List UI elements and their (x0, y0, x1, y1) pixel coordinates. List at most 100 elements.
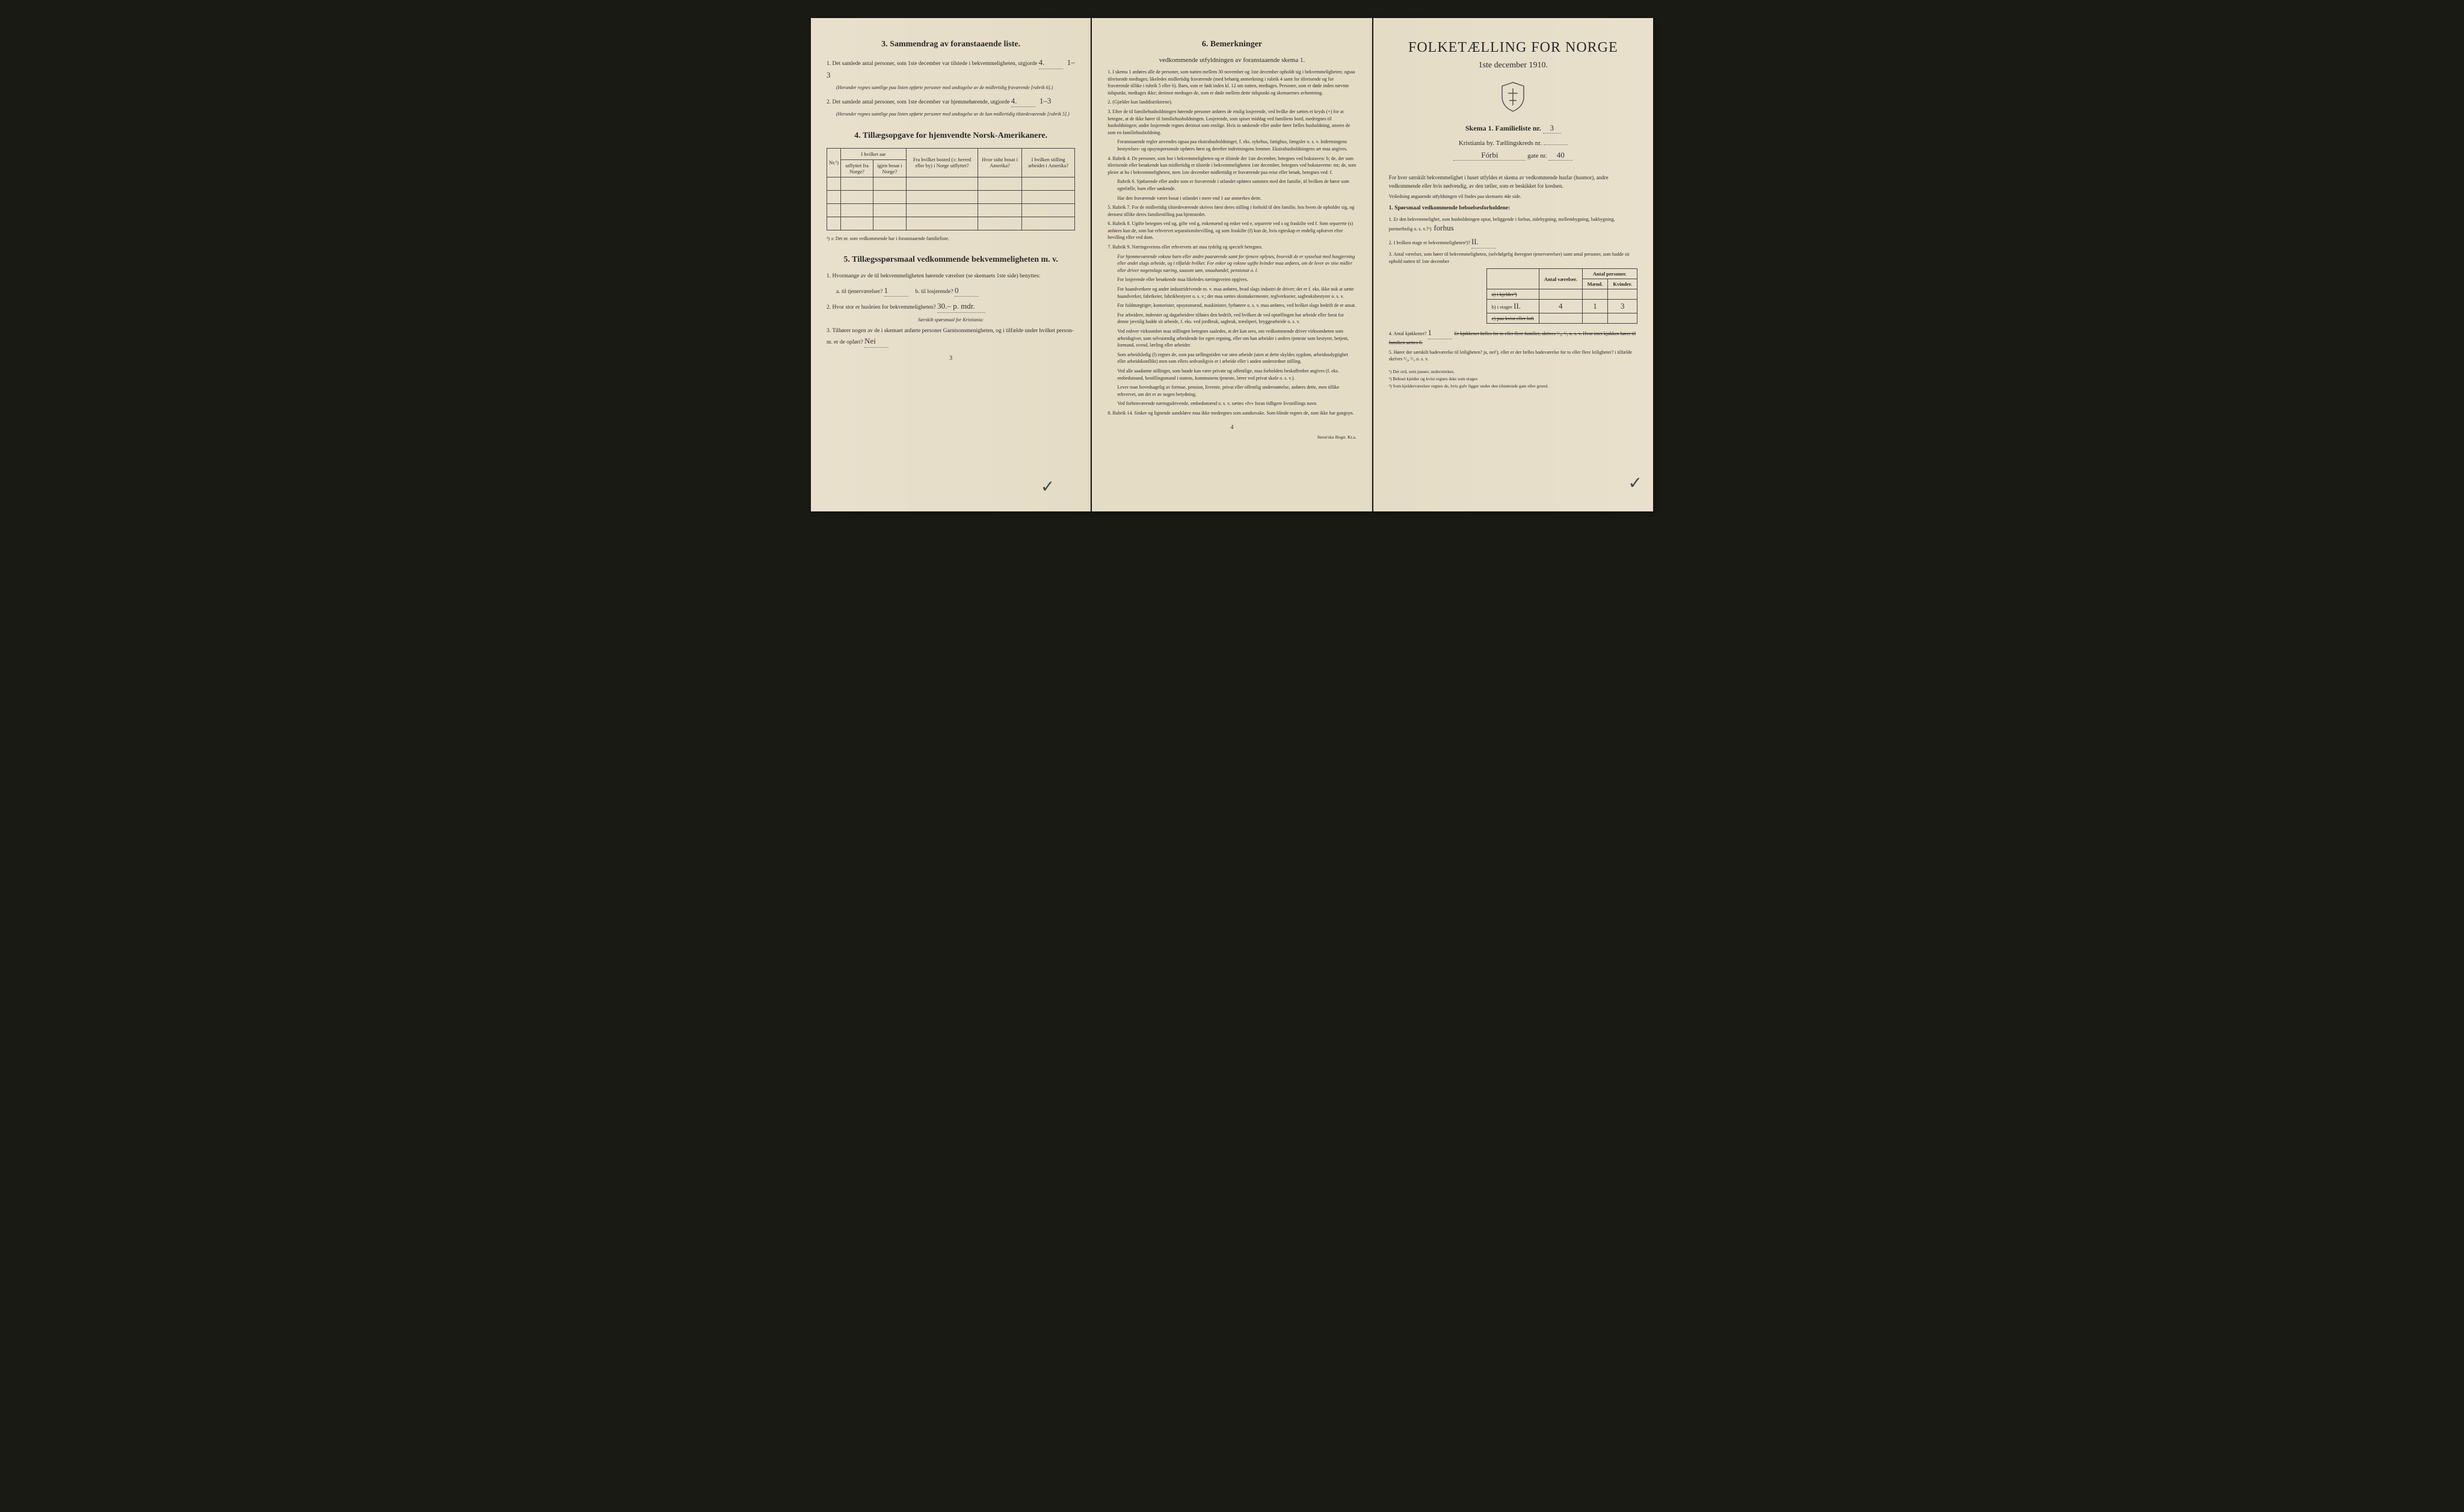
rt-h2b: Kvinder. (1608, 279, 1637, 289)
rt-row-c: c) paa kvist eller loft (1486, 313, 1539, 324)
q2-text: 2. Det samlede antal personer, som 1ste … (827, 99, 1009, 105)
gate-nr: 40 (1548, 150, 1572, 161)
t4-h3: Fra hvilket bosted (ɔ: herred eller by) … (906, 148, 978, 177)
t4-h2a: I hvilket aar (841, 148, 907, 159)
by-label: Kristiania by. Tællingskreds nr. (1459, 140, 1542, 147)
q5-2-label: 2. Hvor stor er husleien for bekvemmelig… (827, 304, 936, 310)
q5-3-val: Nei (864, 335, 889, 348)
rem-5: 5. Rubrik 7. For de midlertidig tilstede… (1107, 204, 1356, 218)
page-number-4: 4 (1107, 424, 1356, 431)
q1-value: 4. (1039, 57, 1063, 69)
rq3: 3. Antal værelser, som hører til bekvemm… (1389, 251, 1637, 265)
rem-4a: 4. Rubrik 4. De personer, som bor i bekv… (1107, 155, 1356, 176)
gate-line: Fórbi gate nr. 40 (1389, 150, 1637, 161)
skema-label: Skema 1. Familieliste nr. (1465, 124, 1541, 132)
skema-val: 3 (1543, 123, 1561, 134)
section-6-sub: vedkommende utfyldningen av foranstaaend… (1107, 57, 1356, 64)
q1-note: (Herunder regnes samtlige paa listen opf… (827, 84, 1075, 91)
rt-h1: Antal værelser. (1539, 269, 1582, 289)
t4-h1: Nr.¹) (827, 148, 841, 177)
q1-text: 1. Det samlede antal personer, som 1ste … (827, 61, 1037, 67)
rt-row-b-lbl: b) i etager (1492, 304, 1512, 310)
rem-7d: For haandverkere og andre industridriven… (1107, 286, 1356, 300)
q5-1: 1. Hvormange av de til bekvemmeligheten … (827, 272, 1075, 280)
intro-para: For hver særskilt bekvemmelighet i huset… (1389, 174, 1637, 190)
gate-nr-label: gate nr. (1527, 152, 1547, 159)
rq1: 1. Er den bekvemmelighet, som husholdnin… (1389, 216, 1637, 234)
q5-1a-val: 1 (884, 285, 908, 297)
rq4: 4. Antal kjøkkener? 1 Er kjøkkenet fælle… (1389, 327, 1637, 346)
fn1: ¹) Det ord, som passer, understrekes. (1389, 369, 1637, 374)
rq2-val: II. (1471, 236, 1495, 248)
t4-h2b2: igjen bosat i Norge? (873, 159, 907, 177)
census-title: FOLKETÆLLING FOR NORGE (1389, 40, 1637, 56)
section-4-heading: 4. Tillægsopgave for hjemvendte Norsk-Am… (827, 131, 1075, 141)
rem-6: 6. Rubrik 8. Ugifte betegnes ved ug, gif… (1107, 220, 1356, 241)
section-6-heading: 6. Bemerkninger (1107, 40, 1356, 49)
coat-of-arms-icon (1389, 81, 1637, 117)
rem-7e: For fuldmægtiger, kontorister, opsynsmæn… (1107, 302, 1356, 309)
rq2-text: 2. I hvilken etage er bekvemmeligheten²)… (1389, 240, 1470, 245)
check-mark-icon: ✓ (1041, 477, 1055, 497)
intro-para-2: Veiledning angaaende utfyldningen vil fi… (1389, 193, 1637, 200)
q5-1a-label: a. til tjenerværelser? (836, 289, 882, 295)
t4-footnote: ¹) ɔ: Det nr. som vedkommende har i fora… (827, 235, 1075, 242)
t4-h5: I hvilken stilling arbeidet i Amerika? (1021, 148, 1074, 177)
printer-line: Steen'ske Bogtr. Kr.a. (1107, 434, 1356, 440)
rem-7i: Ved alle saadanne stillinger, som baade … (1107, 368, 1356, 381)
rq2: 2. I hvilken etage er bekvemmeligheten²)… (1389, 236, 1637, 248)
t4-h4: Hvor sidst bosat i Amerika? (978, 148, 1022, 177)
rooms-table: Antal værelser. Antal personer. Mænd. Kv… (1486, 268, 1637, 324)
rt-row-b: b) i etager II. (1486, 300, 1539, 313)
q5-2: 2. Hvor stor er husleien for bekvemmelig… (827, 300, 1075, 313)
q2-value: 4. (1011, 95, 1035, 108)
rem-4c: Har den fraværende været bosat i utlande… (1107, 195, 1356, 202)
section-5-heading: 5. Tillægsspørsmaal vedkommende bekvemme… (827, 255, 1075, 265)
page-3: 3. Sammendrag av foranstaaende liste. 1.… (811, 18, 1091, 511)
fn2: ²) Beboet kjelder og kvist regnes ikke s… (1389, 376, 1637, 381)
q5-1b-label: b. til losjerende? (916, 289, 953, 295)
check-mark-icon: ✓ (1628, 473, 1642, 493)
rt-row-b-k: 3 (1608, 300, 1637, 313)
gate-name: Fórbi (1453, 150, 1526, 161)
q-heading: 1. Spørsmaal vedkommende beboelsesforhol… (1389, 204, 1637, 212)
page-number-3: 3 (827, 355, 1075, 362)
document-spread: 3. Sammendrag av foranstaaende liste. 1.… (811, 18, 1653, 511)
rem-3b: Foranstaaende regler anvendes ogsaa paa … (1107, 138, 1356, 152)
census-date: 1ste december 1910. (1389, 61, 1637, 70)
rt-h2: Antal personer. (1582, 269, 1637, 279)
rt-row-b-v: 4 (1539, 300, 1582, 313)
rem-8: 8. Rubrik 14. Sinker og lignende aandslø… (1107, 410, 1356, 417)
rem-7j: Lever man hovedsagelig av formue, pensio… (1107, 384, 1356, 398)
rem-7a: 7. Rubrik 9. Næringsveiens eller erhverv… (1107, 244, 1356, 251)
q5-1ab: a. til tjenerværelser? 1 b. til losjeren… (827, 285, 1075, 297)
q5-3-label: 3. Tilhører nogen av de i skemaet anført… (827, 328, 1074, 345)
fn3: ³) Som kjelderværelser regnes de, hvis g… (1389, 383, 1637, 389)
rt-row-a: a) i kjelder³) (1486, 289, 1539, 300)
table-4: Nr.¹) I hvilket aar Fra hvilket bosted (… (827, 148, 1075, 230)
q2-range: 1–3 (1040, 96, 1052, 105)
rt-row-b-etg: II. (1514, 301, 1521, 310)
skema-line: Skema 1. Familieliste nr. 3 (1389, 123, 1637, 134)
q5-3: 3. Tilhører nogen av de i skemaet anført… (827, 327, 1075, 348)
rq1-val: forhus (1434, 223, 1453, 232)
rem-3a: 3. Efter de til familiehusholdningen hør… (1107, 108, 1356, 136)
page-title: FOLKETÆLLING FOR NORGE 1ste december 191… (1373, 18, 1653, 511)
rt-h2a: Mænd. (1582, 279, 1608, 289)
q2: 2. Det samlede antal personer, som 1ste … (827, 95, 1075, 108)
rem-7f: For arbeidere, inderster og dagarbeidere… (1107, 312, 1356, 326)
q5-1b-val: 0 (955, 285, 979, 297)
rt-row-b-m: 1 (1582, 300, 1608, 313)
rem-7h: Som arbeidsledig (l) regnes de, som paa … (1107, 351, 1356, 365)
rem-7g: Ved enhver virksomhet maa stillingen bet… (1107, 328, 1356, 349)
page-4: 6. Bemerkninger vedkommende utfyldningen… (1092, 18, 1372, 511)
rem-7b: For hjemmeværende voksne barn eller andr… (1107, 253, 1356, 274)
q1: 1. Det samlede antal personer, som 1ste … (827, 57, 1075, 81)
rem-1: 1. I skema 1 anføres alle de personer, s… (1107, 69, 1356, 96)
rem-7c: For losjerende eller besøkende maa likel… (1107, 276, 1356, 283)
by-val (1544, 144, 1568, 145)
t4-h2b1: utflyttet fra Norge? (841, 159, 873, 177)
rem-4b: Rubrik 6. Sjøfarende eller andre som er … (1107, 178, 1356, 192)
by-line: Kristiania by. Tællingskreds nr. (1389, 140, 1637, 147)
q2-note: (Herunder regnes samtlige paa listen opf… (827, 111, 1075, 118)
